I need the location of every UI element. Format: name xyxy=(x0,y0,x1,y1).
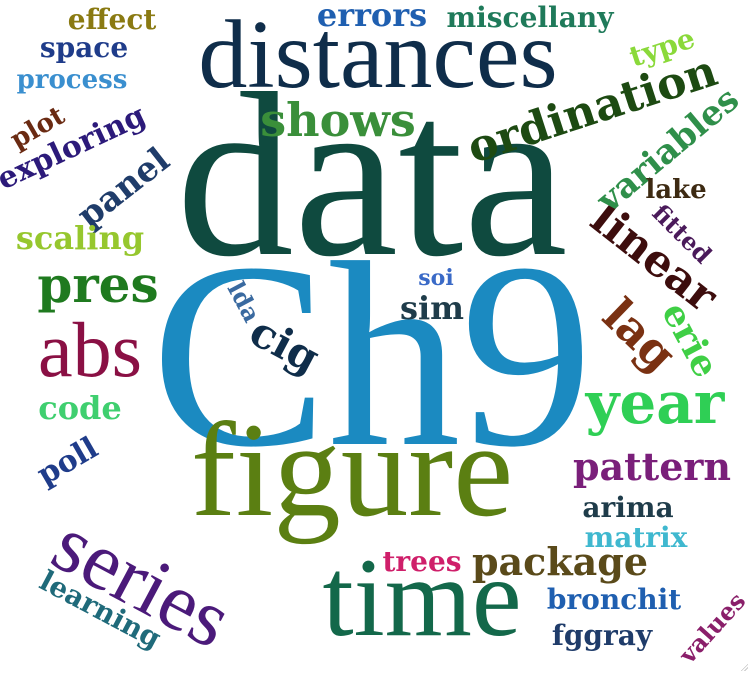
word-ch9: Ch9 xyxy=(151,208,593,502)
word-poll: poll xyxy=(31,430,105,493)
word-year: year xyxy=(585,369,725,437)
word-bronchit: bronchit xyxy=(546,583,682,616)
word-scaling: scaling xyxy=(15,219,145,257)
word-effect: effect xyxy=(67,3,157,36)
word-arima: arima xyxy=(582,491,674,524)
word-distances: distances xyxy=(198,1,558,109)
word-pattern: pattern xyxy=(572,444,732,489)
word-pres: pres xyxy=(37,255,159,314)
word-shows: shows xyxy=(260,93,416,147)
word-lake: lake xyxy=(645,175,707,205)
word-trees: trees xyxy=(382,545,462,578)
word-time: time xyxy=(322,536,522,660)
word-sim: sim xyxy=(399,289,465,327)
word-figure: figure xyxy=(190,395,514,545)
word-fggray: fggray xyxy=(551,619,653,652)
word-soi: soi xyxy=(418,265,454,291)
word-code: code xyxy=(38,389,122,427)
word-space: space xyxy=(39,31,129,64)
word-abs: abs xyxy=(38,306,142,393)
word-package: package xyxy=(471,539,649,584)
resize-grip[interactable] xyxy=(740,663,748,671)
word-matrix: matrix xyxy=(584,521,688,554)
word-errors: errors xyxy=(316,0,428,34)
word-miscellany: miscellany xyxy=(446,1,614,34)
word-data: data xyxy=(176,44,568,305)
word-process: process xyxy=(16,65,128,95)
word-values: values xyxy=(672,586,750,669)
